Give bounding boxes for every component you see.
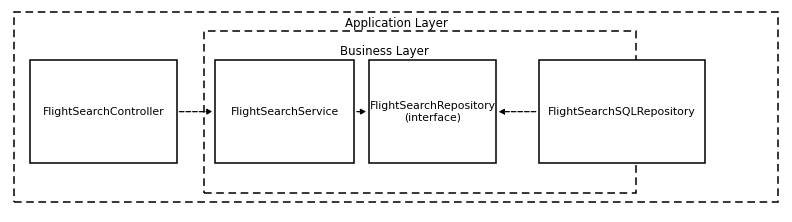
- Text: FlightSearchService: FlightSearchService: [230, 107, 339, 117]
- Text: FlightSearchRepository
(interface): FlightSearchRepository (interface): [369, 101, 496, 122]
- Text: FlightSearchSQLRepository: FlightSearchSQLRepository: [548, 107, 695, 117]
- Text: Application Layer: Application Layer: [345, 17, 447, 30]
- Text: FlightSearchController: FlightSearchController: [43, 107, 164, 117]
- Bar: [14, 12, 778, 202]
- Bar: [30, 60, 177, 163]
- Text: Business Layer: Business Layer: [340, 45, 428, 57]
- Bar: [215, 60, 354, 163]
- Bar: [539, 60, 705, 163]
- Bar: [204, 31, 636, 193]
- Bar: [369, 60, 496, 163]
